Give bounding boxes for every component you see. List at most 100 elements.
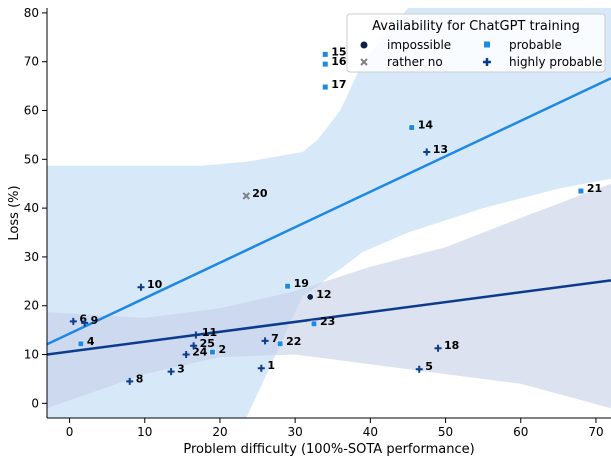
point-marker-circle [306, 293, 314, 301]
data-point: 12 [306, 288, 332, 301]
legend-title: Availability for ChatGPT training [372, 19, 580, 34]
y-axis-label: Loss (%) [7, 185, 22, 240]
data-point: 4 [77, 335, 95, 348]
point-label: 3 [177, 363, 185, 376]
legend-marker-square [484, 41, 490, 48]
legend-item-probable: probable [484, 38, 562, 52]
point-marker-plus [434, 344, 442, 352]
data-point: 13 [423, 143, 448, 156]
data-point: 1 [257, 359, 275, 372]
point-label: 13 [433, 143, 448, 156]
data-point: 7 [261, 332, 279, 345]
point-marker-square [322, 61, 329, 68]
x-tick-label: 50 [438, 425, 453, 439]
point-label: 9 [91, 314, 99, 327]
data-point: 16 [322, 55, 347, 68]
legend-box [346, 13, 606, 73]
legend-item-impossible: impossible [360, 38, 451, 52]
data-point: 18 [434, 339, 459, 352]
point-marker-square [310, 320, 318, 327]
x-tick-label: 20 [212, 425, 227, 439]
point-marker-plus [261, 337, 269, 345]
point-label: 2 [218, 343, 226, 356]
point-marker-square [277, 340, 284, 347]
y-tick-label: 60 [24, 104, 39, 118]
point-marker-plus [423, 148, 431, 156]
point-label: 6 [79, 312, 87, 325]
point-label: 21 [587, 182, 602, 195]
x-tick-label: 70 [588, 425, 603, 439]
point-label: 12 [316, 288, 331, 301]
data-point: 9 [81, 314, 98, 327]
regression-line-highly-probable [47, 279, 611, 356]
legend: Availability for ChatGPT training imposs… [346, 13, 606, 73]
legend-label: impossible [387, 38, 451, 52]
point-label: 23 [320, 315, 335, 328]
point-label: 18 [444, 339, 459, 352]
x-ticks: 0 10 20 30 40 50 60 70 [66, 418, 604, 439]
data-point: 5 [415, 360, 433, 373]
x-tick-label: 30 [288, 425, 303, 439]
point-marker-square [322, 51, 329, 58]
data-point: 8 [126, 372, 143, 385]
y-tick-label: 50 [24, 152, 39, 166]
legend-label: probable [509, 38, 562, 52]
point-label: 25 [200, 337, 215, 350]
data-point: 20 [242, 187, 268, 200]
data-point: 23 [310, 315, 335, 328]
point-marker-plus [126, 377, 134, 385]
y-tick-label: 0 [31, 396, 39, 410]
point-marker-square [408, 124, 415, 131]
x-tick-label: 10 [137, 425, 152, 439]
point-marker-plus [81, 319, 89, 327]
point-label: 7 [271, 332, 279, 345]
point-marker-plus [257, 364, 265, 372]
point-marker-plus [69, 317, 77, 325]
point-label: 15 [331, 45, 346, 58]
legend-item-rather-no: rather no [360, 55, 443, 69]
legend-item-highly-probable: highly probable [483, 55, 602, 69]
confidence-band-highly-probable [47, 183, 611, 409]
point-label: 10 [147, 278, 163, 291]
legend-marker-plus [483, 58, 491, 66]
point-marker-plus [167, 368, 175, 376]
point-label: 5 [425, 360, 433, 373]
data-point: 19 [284, 277, 309, 290]
point-label: 20 [252, 187, 268, 200]
y-tick-label: 70 [24, 55, 39, 69]
data-point: 17 [322, 78, 347, 91]
x-tick-label: 40 [363, 425, 378, 439]
legend-label: highly probable [509, 55, 602, 69]
legend-label: rather no [387, 55, 443, 69]
data-point: 25 [190, 337, 215, 350]
point-marker-plus [182, 351, 190, 359]
data-point: 15 [322, 45, 347, 58]
point-label: 1 [267, 359, 275, 372]
data-point: 22 [277, 335, 301, 348]
point-label: 22 [286, 335, 301, 348]
axes [46, 8, 611, 419]
data-point: 6 [69, 312, 87, 325]
y-tick-label: 20 [24, 299, 39, 313]
point-marker-square [209, 349, 216, 356]
confidence-bands [47, 8, 611, 418]
point-label: 16 [331, 55, 347, 68]
point-marker-plus [192, 331, 200, 339]
point-marker-plus [137, 283, 145, 291]
y-ticks: 0 10 20 30 40 50 60 70 80 [24, 6, 47, 410]
regression-lines [47, 77, 611, 356]
y-tick-label: 10 [24, 348, 39, 362]
y-tick-label: 40 [24, 201, 39, 215]
data-point: 21 [577, 182, 602, 195]
x-tick-label: 0 [66, 425, 74, 439]
x-axis-label: Problem difficulty (100%-SOTA performanc… [183, 442, 474, 457]
point-marker-x [242, 192, 250, 200]
point-marker-square [284, 283, 291, 290]
point-label: 4 [87, 335, 95, 348]
point-marker-square [77, 340, 84, 347]
data-point: 24 [182, 346, 208, 359]
y-tick-label: 80 [24, 6, 39, 20]
data-point: 2 [209, 343, 226, 356]
x-tick-label: 60 [513, 425, 528, 439]
